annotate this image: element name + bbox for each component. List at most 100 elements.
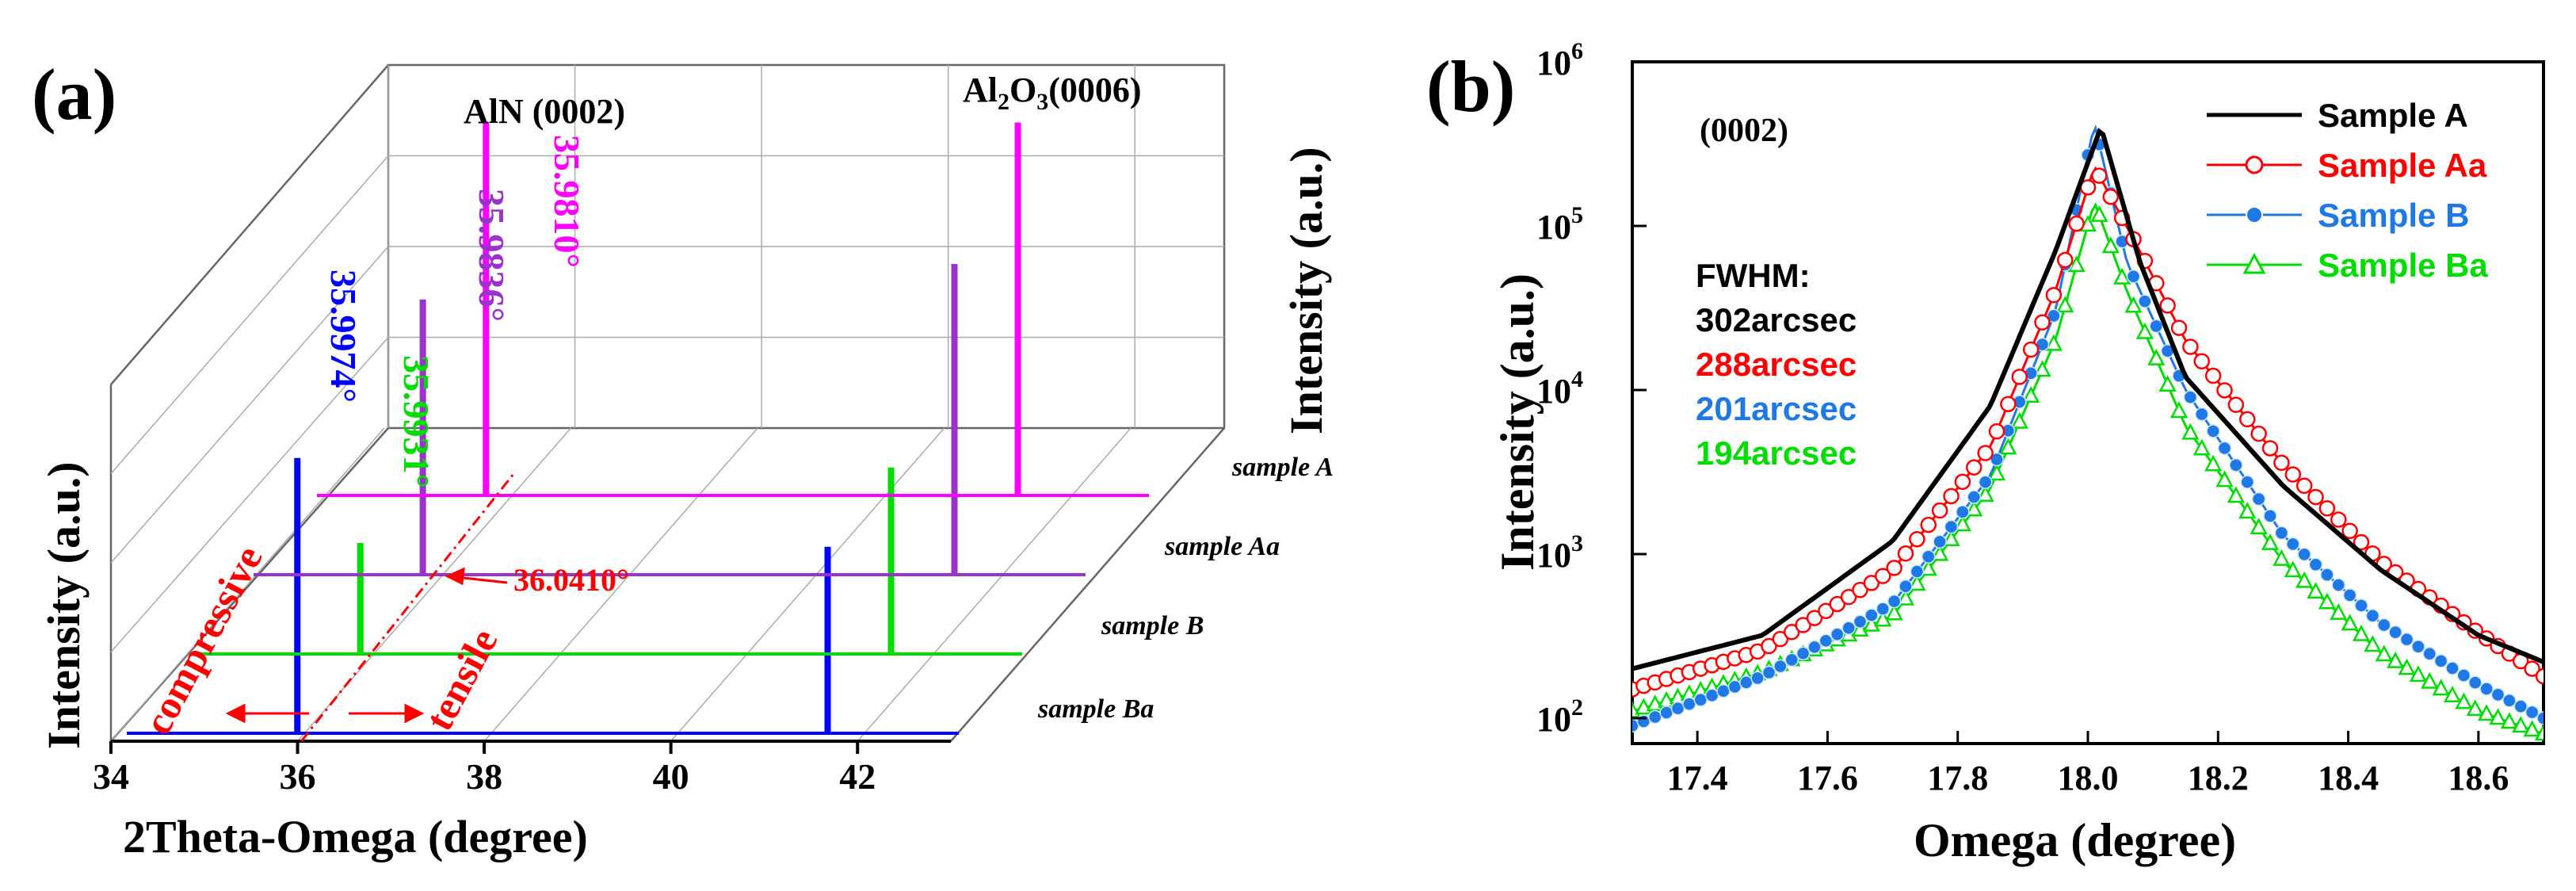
curve-marker [1761, 637, 1777, 655]
reference-arrow [445, 567, 508, 586]
curve-marker [2273, 454, 2290, 471]
curve-marker [1772, 630, 1789, 648]
curve-marker [2478, 704, 2496, 721]
fwhm-sample-ba: 194arcsec [1696, 434, 1857, 472]
panel-b-y-axis-title: Intensity (a.u.) [1491, 273, 1544, 571]
curve-marker [2296, 477, 2313, 495]
curve-marker [1841, 621, 1856, 636]
curve-marker [2056, 296, 2074, 313]
panel-b-series [1632, 124, 2544, 741]
panel-a-floor-grid-line [110, 427, 385, 742]
curve-marker [1864, 608, 1879, 622]
panel-b-x-tick-label: 17.8 [1927, 759, 1988, 797]
panel-a-label: (a) [32, 54, 116, 135]
curve-marker [2227, 396, 2245, 413]
curve-marker [1784, 624, 1800, 641]
aln-peak [357, 543, 364, 654]
panel-a-x-tick-label: 42 [839, 756, 876, 797]
legend-marker-sample-ba [2242, 252, 2266, 274]
curve-marker [2158, 375, 2177, 392]
curve-marker [2183, 390, 2198, 404]
panel-b-y-ticks: 102 103 104 105 106 [1536, 38, 1647, 739]
legend-label-sample-ba: Sample Ba [2318, 247, 2488, 284]
curve-marker [2138, 294, 2152, 308]
curve-marker [2341, 614, 2359, 631]
curve-marker [1897, 545, 1914, 562]
curve-marker [2273, 549, 2291, 566]
series-label-sample-a: sample A [1231, 453, 1334, 482]
curve-marker [1693, 692, 1708, 707]
curve-marker [2149, 319, 2163, 334]
curve-marker [2308, 557, 2323, 572]
curve-marker [1967, 490, 1981, 504]
al2o3-peak [824, 546, 831, 733]
curve-marker [1886, 560, 1902, 576]
curve-marker [1830, 627, 1845, 642]
curve-marker [2387, 651, 2405, 668]
curve-marker [1659, 706, 1673, 720]
legend-marker-sample-b [2246, 206, 2263, 224]
curve-marker [2181, 423, 2200, 440]
curve-marker [2057, 251, 2074, 269]
panel-a-side-grid-line [110, 246, 389, 564]
curve-marker [2297, 547, 2311, 562]
curve-marker [2261, 440, 2279, 457]
reference-line [300, 471, 517, 742]
curve-marker [2536, 711, 2544, 725]
curve-marker [1887, 594, 1902, 609]
curve-marker [1931, 544, 1949, 561]
curve-marker [1885, 603, 1903, 621]
curve-marker [1920, 516, 1937, 533]
curve-marker [1862, 614, 1880, 632]
curve-marker [2240, 475, 2254, 489]
curve-marker [2263, 509, 2277, 523]
al2o3-peak [887, 467, 895, 654]
panel-a-side-grid-line [110, 337, 389, 652]
curve-marker [2456, 668, 2471, 683]
curve-marker [2500, 712, 2518, 729]
fwhm-title: FWHM: [1696, 257, 1811, 294]
panel-a-side-grid-line [110, 155, 389, 474]
curve-marker [1727, 679, 1742, 694]
curve-marker [1944, 519, 1959, 534]
curve-marker [2318, 592, 2336, 610]
curve-marker [1796, 646, 1811, 661]
curve-marker [2365, 608, 2380, 623]
curve-marker [2432, 679, 2450, 696]
curve-marker [2331, 578, 2345, 592]
curve-marker [1988, 423, 2005, 440]
curve-marker [1807, 640, 1822, 655]
curve-line [1632, 128, 2544, 671]
curve-marker [2170, 319, 2188, 336]
curve-marker [1976, 484, 1994, 502]
curve-marker [2341, 522, 2358, 540]
panel-a-x-ticks: 34 36 38 40 42 [93, 741, 876, 797]
aln-peak-heading: AlN (0002) [464, 92, 625, 131]
curve-marker [2067, 255, 2086, 273]
al2o3-peak [951, 264, 958, 575]
curve-marker [2479, 682, 2494, 696]
curve-marker [2047, 308, 2061, 323]
curve-marker [2513, 699, 2528, 713]
panel-b-x-tick-label: 18.4 [2318, 759, 2379, 797]
curve-marker [1999, 438, 2017, 455]
curve-marker [2204, 454, 2223, 472]
curve-marker [2044, 334, 2063, 351]
curve-marker [2284, 466, 2301, 483]
curve-marker [2330, 603, 2348, 620]
curve-marker [1829, 595, 1845, 613]
curve-marker [2421, 671, 2439, 689]
curve-marker [2101, 236, 2120, 254]
curve-marker [1852, 582, 1868, 598]
panel-a-x-tick-label: 34 [93, 756, 129, 797]
curve-marker [2455, 692, 2473, 709]
panel-a-floor-grid-line [483, 427, 758, 742]
curve-marker [2000, 396, 2017, 412]
curve-marker [2250, 425, 2267, 442]
curve-marker [1896, 588, 1915, 606]
curve-marker [2354, 598, 2368, 613]
curve-marker [2352, 624, 2371, 641]
curve-marker [1682, 697, 1696, 711]
curve-marker [2342, 588, 2357, 602]
curve-marker [2090, 205, 2109, 222]
